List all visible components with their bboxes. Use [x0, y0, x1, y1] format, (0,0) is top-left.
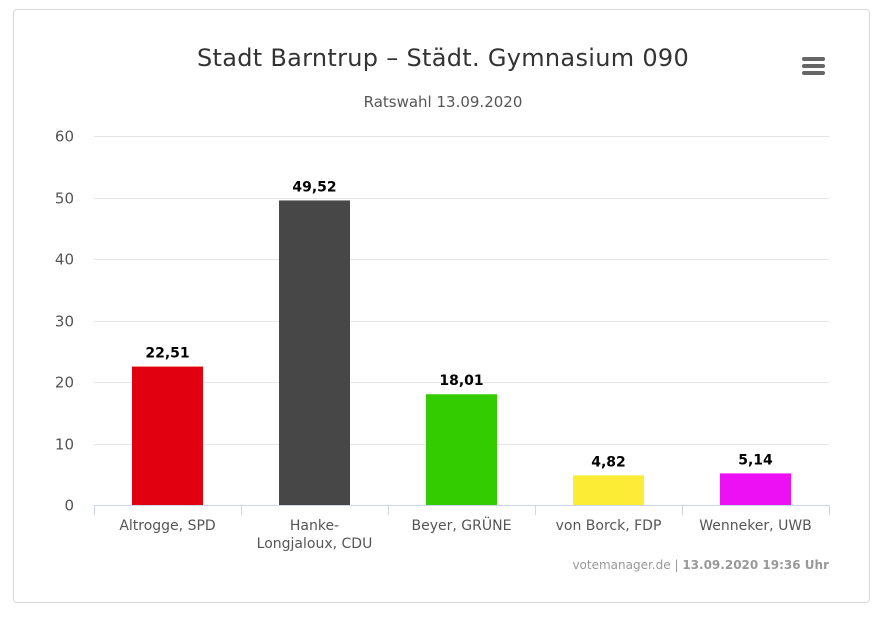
y-tick-label: 40: [55, 251, 74, 269]
credits[interactable]: votemanager.de | 13.09.2020 19:36 Uhr: [572, 558, 829, 572]
y-tick-label: 20: [55, 374, 74, 392]
bar: [720, 473, 791, 505]
x-category-label: Wenneker, UWB: [699, 518, 812, 534]
data-label: 4,82: [591, 454, 626, 470]
y-tick-label: 50: [55, 190, 74, 208]
data-label: 22,51: [145, 346, 189, 362]
x-category-label: Beyer, GRÜNE: [412, 516, 512, 534]
data-label: 5,14: [738, 452, 773, 468]
y-tick-label: 30: [55, 313, 74, 331]
chart-subtitle: Ratswahl 13.09.2020: [363, 93, 523, 111]
bar: [279, 200, 350, 505]
credits-source[interactable]: votemanager.de: [572, 558, 671, 572]
menu-bar: [802, 64, 825, 68]
hamburger-menu-icon[interactable]: [800, 54, 828, 78]
menu-bar: [802, 57, 825, 61]
data-label: 18,01: [439, 373, 483, 389]
data-label: 49,52: [292, 179, 336, 195]
x-category-label: Hanke-Longjaloux, CDU: [257, 518, 373, 552]
bar: [426, 394, 497, 505]
y-tick-label: 10: [55, 436, 74, 454]
credits-separator: |: [674, 558, 679, 572]
x-category-label: von Borck, FDP: [556, 518, 662, 534]
y-tick-label: 60: [55, 128, 74, 146]
x-category-label: Altrogge, SPD: [119, 518, 215, 534]
bar: [573, 475, 644, 505]
y-tick-label: 0: [64, 497, 74, 515]
credits-timestamp: 13.09.2020 19:36 Uhr: [682, 558, 829, 572]
menu-bar: [802, 71, 825, 75]
chart-title: Stadt Barntrup – Städt. Gymnasium 090: [196, 44, 690, 72]
bar: [132, 366, 203, 505]
